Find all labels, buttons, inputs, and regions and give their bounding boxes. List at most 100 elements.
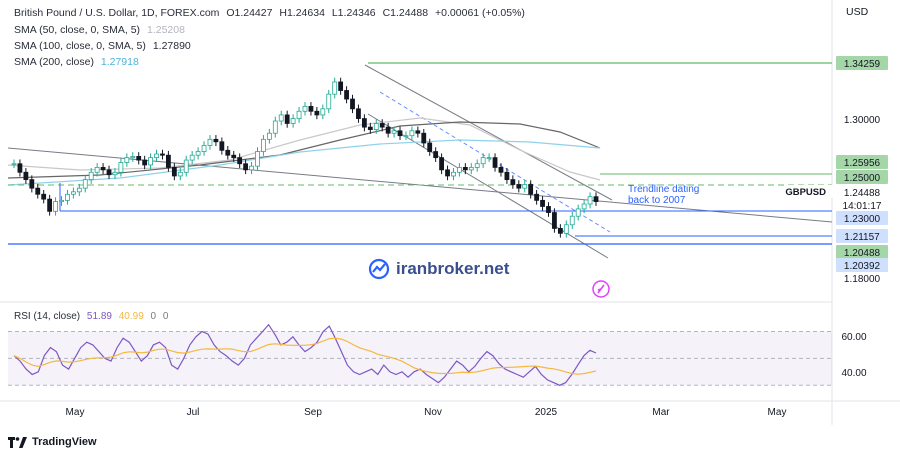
candle-body: [88, 171, 94, 181]
candle-body: [356, 108, 361, 119]
candle-body: [47, 198, 53, 212]
time-axis-label: Sep: [304, 407, 322, 418]
candle-body: [160, 153, 165, 156]
legend-sma50[interactable]: SMA (50, close, 0, SMA, 5) 1.25208: [14, 24, 189, 36]
candle-body: [296, 110, 302, 119]
candle-body: [302, 105, 308, 112]
candle-body: [171, 167, 177, 177]
candle-body: [361, 118, 367, 128]
legend-symbol-line: British Pound / U.S. Dollar, 1D, FOREX.c…: [14, 7, 529, 19]
candle-body: [76, 187, 82, 193]
candle-body: [166, 154, 171, 168]
candle-body: [522, 184, 528, 189]
candle-body: [504, 171, 510, 181]
candle-body: [177, 171, 183, 177]
price-axis-level-text: 1.20488: [844, 248, 881, 259]
candle-body: [266, 132, 272, 140]
ohlc-close: C1.24488: [382, 7, 429, 19]
time-axis-label: Nov: [424, 407, 442, 418]
tradingview-icon: [8, 437, 27, 448]
candle-body: [255, 151, 260, 167]
candle-body: [409, 130, 415, 137]
time-axis-label: May: [768, 407, 787, 418]
candle-body: [29, 179, 35, 189]
candle-body: [94, 167, 100, 173]
currency-button[interactable]: USD: [846, 6, 869, 18]
sma50-value: 1.25208: [146, 24, 185, 36]
rsi-label: RSI (14, close): [14, 311, 81, 322]
candle-body: [510, 179, 516, 185]
price-axis-level-text: 1.25956: [844, 158, 881, 169]
candle-body: [540, 199, 545, 207]
candle-body: [557, 228, 563, 234]
legend-sma100[interactable]: SMA (100, close, 0, SMA, 5) 1.27890: [14, 40, 195, 52]
candle-body: [451, 171, 456, 177]
candle-body: [272, 120, 278, 134]
candle-body: [201, 145, 207, 152]
price-axis-level-tag: [836, 56, 888, 70]
sma200-line: [7, 139, 601, 186]
candle-body: [367, 126, 373, 130]
sma200-label: SMA (200, close): [14, 56, 94, 68]
candle-body: [546, 206, 551, 213]
candle-body: [249, 165, 254, 171]
tradingview-text: TradingView: [32, 436, 97, 448]
candle-body: [397, 130, 403, 137]
candle-body: [142, 159, 148, 166]
candle-body: [53, 201, 58, 212]
channel-upper-line: [364, 64, 613, 201]
candle-body: [462, 167, 468, 171]
price-axis-tick: 1.30000: [844, 115, 881, 126]
candle-body: [219, 141, 225, 151]
countdown-label: 14:01:17: [843, 201, 882, 212]
price-axis-level-tag: [836, 155, 888, 169]
candle-body: [189, 154, 195, 161]
time-axis-label: Mar: [652, 407, 670, 418]
candle-body: [17, 163, 23, 173]
legend-rsi[interactable]: RSI (14, close) 51.89 40.99 0 0: [14, 311, 172, 322]
trendline-annotation: Trendline dating back to 2007: [628, 184, 699, 206]
price-axis-level-text: 1.34259: [844, 59, 881, 70]
candle-body: [154, 153, 159, 159]
candle-body: [486, 157, 492, 160]
tradingview-logo[interactable]: TradingView: [8, 436, 97, 448]
price-axis-level-tag: [836, 258, 888, 272]
rsi-ma-value: 40.99: [118, 311, 144, 322]
watermark-text: iranbroker.net: [396, 259, 510, 278]
rsi-axis-tick: 40.00: [841, 368, 866, 379]
legend-sma200[interactable]: SMA (200, close) 1.27918: [14, 56, 143, 68]
symbol-title: British Pound / U.S. Dollar, 1D, FOREX.c…: [14, 7, 220, 19]
sma50-line: [7, 117, 601, 181]
candle-body: [231, 154, 237, 159]
candle-body: [391, 130, 397, 134]
annotation-line-1: Trendline dating: [628, 184, 700, 195]
candle-body: [326, 93, 332, 110]
sma100-value: 1.27890: [152, 40, 191, 52]
candle-body: [284, 114, 290, 124]
symbol-tag: GBPUSD: [785, 187, 826, 198]
candle-body: [290, 118, 296, 124]
price-axis-level-tag: [836, 211, 888, 225]
sma100-label: SMA (100, close, 0, SMA, 5): [14, 40, 146, 52]
candle-body: [41, 193, 47, 200]
watermark: iranbroker.net: [368, 258, 509, 280]
candle-body: [278, 114, 284, 122]
candle-body: [338, 81, 344, 91]
candle-body: [332, 81, 338, 95]
price-axis-level-tag: [836, 170, 888, 184]
price-axis-tick: 1.18000: [844, 274, 881, 285]
candle-body: [11, 163, 17, 166]
time-axis-label: 2025: [535, 407, 558, 418]
candle-body: [112, 171, 118, 176]
candle-body: [314, 110, 320, 116]
candle-body: [344, 90, 349, 100]
ohlc-high: H1.24634: [279, 7, 325, 19]
candle-body: [445, 169, 450, 177]
ohlc-open: O1.24427: [226, 7, 273, 19]
channel-lower-line: [367, 113, 609, 259]
candle-body: [213, 138, 219, 143]
candle-body: [498, 167, 504, 173]
candle-body: [308, 105, 314, 112]
